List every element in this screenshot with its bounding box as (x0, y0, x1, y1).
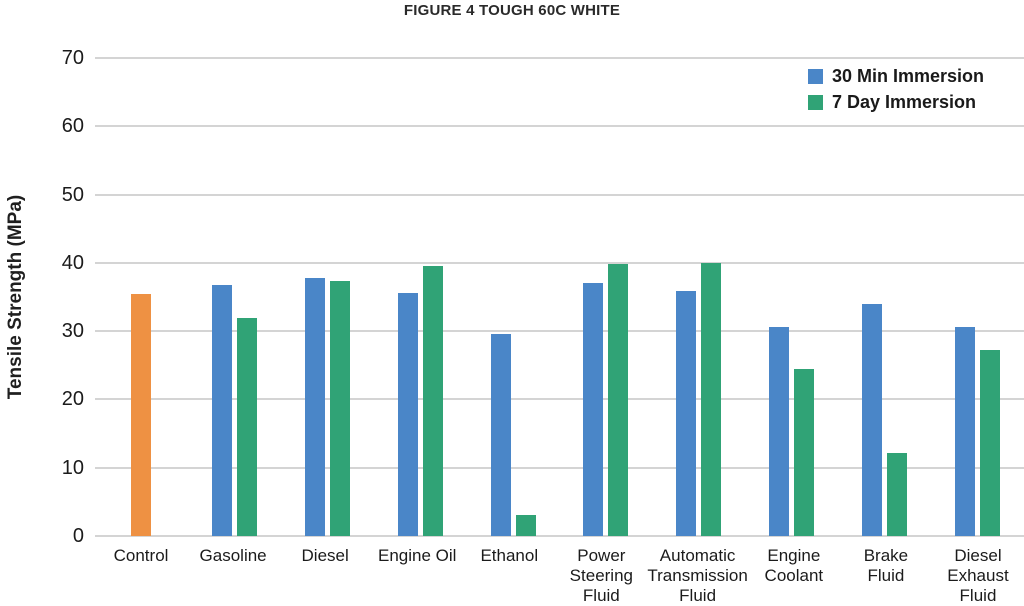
gridline-20 (95, 398, 1024, 401)
x-label-gasoline: Gasoline (199, 546, 267, 565)
x-label-diesel-exhaust-fluid: Diesel Exhaust Fluid (947, 546, 1009, 605)
bar-group-power-steering-fluid (560, 58, 653, 536)
legend: 30 Min Immersion 7 Day Immersion (807, 66, 984, 114)
gridline-0 (95, 535, 1024, 537)
bar-30-min-immersion-automatic-transmission-fluid (676, 290, 697, 536)
x-label-control: Control (113, 546, 169, 565)
y-tick-label-40: 40 (61, 251, 84, 274)
y-tick-label-30: 30 (61, 320, 84, 343)
chart-title: FIGURE 4 TOUGH 60C WHITE (403, 2, 621, 19)
bar-group-diesel-exhaust-fluid (931, 58, 1024, 536)
bar-30-min-immersion-engine-oil (397, 292, 418, 536)
bar-30-min-immersion-ethanol (490, 333, 511, 536)
bar-7-day-immersion-engine-coolant (794, 368, 815, 536)
bar-7-day-immersion-power-steering-fluid (608, 264, 629, 536)
y-tick-label-10: 10 (61, 456, 84, 479)
y-tick-label-70: 70 (61, 47, 84, 69)
x-label-engine-oil: Engine Oil (378, 546, 457, 565)
bar-group-diesel (281, 58, 374, 536)
y-axis-tick-labels: 0 10 20 30 40 50 60 70 (0, 48, 84, 546)
bar-30-min-immersion-gasoline (211, 285, 232, 536)
x-label-engine-coolant: Engine Coolant (764, 546, 824, 585)
gridline-50 (95, 193, 1024, 196)
bar-group-engine-coolant (745, 58, 838, 536)
bar-7-day-immersion-ethanol (515, 514, 536, 536)
y-tick-label-0: 0 (72, 525, 84, 547)
bar-group-ethanol (467, 58, 560, 536)
y-tick-label-50: 50 (61, 183, 84, 206)
bar-7-day-immersion-engine-oil (422, 266, 443, 536)
bar-group-control (95, 58, 188, 536)
legend-label: 30 Min Immersion (831, 66, 984, 86)
bar-group-brake-fluid (838, 58, 931, 536)
legend-item-7-day-immersion: 7 Day Immersion (807, 91, 984, 114)
bar-7-day-immersion-brake-fluid (887, 452, 908, 536)
x-axis-labels: Control Gasoline Diesel Engine Oil Ethanol Po… (95, 546, 1024, 606)
bar-30-min-immersion-engine-coolant (769, 327, 790, 536)
gridline-30 (95, 330, 1024, 333)
bar-30-min-immersion-power-steering-fluid (583, 283, 604, 536)
gridline-60 (95, 125, 1024, 128)
bar-group-engine-oil (374, 58, 467, 536)
x-label-automatic-transmission-fluid: Automatic Transmission Fluid (647, 546, 748, 605)
x-label-brake-fluid: Brake Fluid (863, 546, 909, 585)
bar-group-gasoline (188, 58, 281, 536)
bar-groups (95, 58, 1024, 536)
legend-swatch-icon (807, 69, 823, 85)
bar-30-min-immersion-diesel (304, 277, 325, 536)
legend-swatch-icon (807, 94, 823, 110)
x-label-ethanol: Ethanol (480, 546, 539, 565)
plot-area (95, 57, 1024, 537)
gridline-70 (95, 57, 1024, 59)
x-label-diesel: Diesel (301, 546, 349, 565)
bar-7-day-immersion-diesel-exhaust-fluid (980, 350, 1001, 536)
y-tick-label-20: 20 (61, 388, 84, 411)
gridline-40 (95, 261, 1024, 264)
bar-7-day-immersion-gasoline (236, 317, 257, 536)
bar-group-automatic-transmission-fluid (652, 58, 745, 536)
y-tick-label-60: 60 (61, 115, 84, 138)
gridline-10 (95, 466, 1024, 469)
bar-7-day-immersion-automatic-transmission-fluid (701, 262, 722, 536)
bar-7-day-immersion-diesel (329, 280, 350, 536)
legend-label: 7 Day Immersion (831, 91, 977, 112)
x-label-power-steering-fluid: Power Steering Fluid (569, 546, 633, 605)
bar-30-min-immersion-brake-fluid (862, 303, 883, 536)
bar-30-min-immersion-diesel-exhaust-fluid (955, 327, 976, 536)
bar-control-control (131, 294, 152, 536)
legend-item-30-min-immersion: 30 Min Immersion (807, 66, 984, 88)
